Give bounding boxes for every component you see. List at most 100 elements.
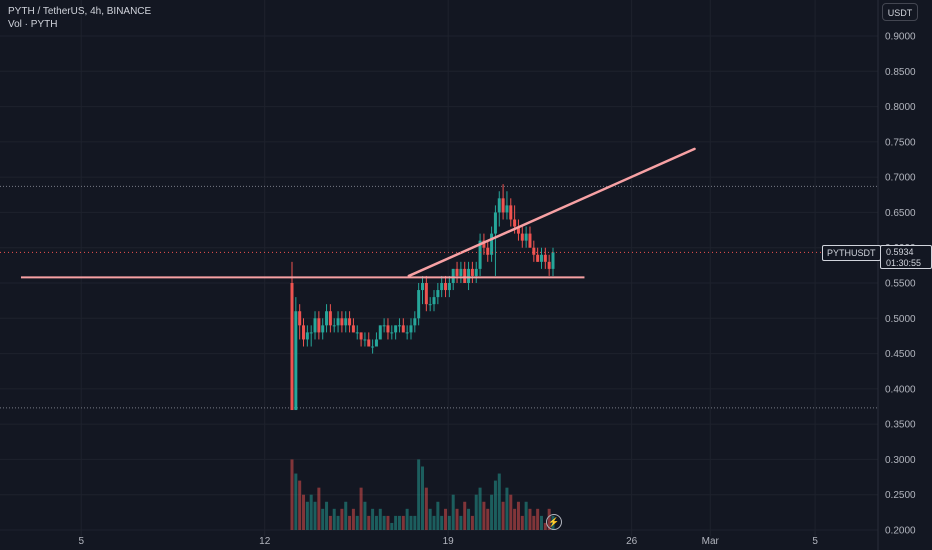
candle-body bbox=[294, 311, 298, 411]
volume-bar bbox=[539, 515, 543, 530]
candle-body bbox=[459, 268, 463, 276]
volume-bar bbox=[509, 494, 513, 530]
volume-bar bbox=[482, 501, 486, 530]
volume-bar bbox=[313, 501, 317, 530]
price-tick-label: 0.4500 bbox=[885, 349, 916, 360]
volume-bar bbox=[432, 515, 436, 530]
candle-body bbox=[539, 254, 543, 262]
volume-bar bbox=[405, 508, 409, 530]
volume-bar bbox=[493, 480, 497, 530]
candle-body bbox=[397, 325, 401, 327]
volume-bar bbox=[309, 494, 313, 530]
candle-body bbox=[298, 311, 302, 326]
candle-body bbox=[317, 318, 321, 333]
candle-body bbox=[332, 325, 336, 327]
volume-bar bbox=[382, 515, 386, 530]
volume-bar bbox=[424, 487, 428, 530]
lightning-icon[interactable]: ⚡ bbox=[546, 514, 562, 530]
price-tick-label: 0.4000 bbox=[885, 384, 916, 395]
bar-countdown: 01:30:55 bbox=[886, 258, 922, 268]
candle-body bbox=[505, 205, 509, 213]
candle-body bbox=[309, 332, 313, 334]
time-tick-label: 12 bbox=[259, 536, 271, 547]
candle-body bbox=[551, 252, 555, 269]
candle-body bbox=[455, 268, 459, 276]
candle-body bbox=[470, 268, 474, 276]
volume-bar bbox=[305, 501, 309, 530]
time-tick-label: 19 bbox=[443, 536, 455, 547]
volume-bar bbox=[325, 501, 329, 530]
candle-body bbox=[371, 346, 375, 348]
candle-body bbox=[428, 304, 432, 306]
candle-body bbox=[363, 339, 367, 341]
candle-body bbox=[405, 332, 409, 334]
candle-body bbox=[378, 325, 382, 340]
time-tick-label: 5 bbox=[78, 536, 84, 547]
price-axis[interactable]: 0.90000.85000.80000.75000.70000.65000.60… bbox=[877, 0, 916, 550]
last-price-box: 0.5934 01:30:55 bbox=[880, 245, 932, 269]
volume-bar bbox=[455, 508, 459, 530]
price-tick-label: 0.6500 bbox=[885, 208, 916, 219]
candle-body bbox=[313, 318, 317, 333]
volume-bar bbox=[367, 515, 371, 530]
candle-body bbox=[325, 311, 329, 326]
volume-legend[interactable]: Vol · PYTH bbox=[8, 19, 58, 30]
price-tick-label: 0.3500 bbox=[885, 420, 916, 431]
drawings[interactable] bbox=[20, 147, 696, 279]
candle-body bbox=[382, 325, 386, 327]
volume-bar bbox=[524, 501, 528, 530]
volume-bar bbox=[294, 473, 298, 530]
candle-body bbox=[344, 318, 348, 326]
candle-body bbox=[532, 247, 536, 255]
candle-body bbox=[394, 325, 398, 333]
volume-bar bbox=[401, 515, 405, 530]
volume-bar bbox=[470, 515, 474, 530]
time-axis[interactable]: 5 12 19 26 Mar 5 bbox=[78, 536, 818, 547]
volume-bar bbox=[520, 515, 524, 530]
chart-legend: PYTH / TetherUS, 4h, BINANCE Vol · PYTH bbox=[8, 5, 151, 31]
volume-bar bbox=[340, 508, 344, 530]
candle-body bbox=[543, 254, 547, 262]
candle-body bbox=[509, 205, 513, 220]
volume-bar bbox=[451, 494, 455, 530]
candle-body bbox=[547, 261, 551, 269]
volume-bar bbox=[328, 515, 332, 530]
currency-button[interactable]: USDT bbox=[882, 3, 918, 21]
symbol-title[interactable]: PYTH / TetherUS, 4h, BINANCE bbox=[8, 6, 152, 17]
volume-bar bbox=[436, 501, 440, 530]
price-tick-label: 0.3000 bbox=[885, 455, 916, 466]
price-tick-label: 0.2500 bbox=[885, 490, 916, 501]
symbol-price-label: PYTHUSDT bbox=[822, 245, 881, 261]
volume-bar bbox=[409, 515, 413, 530]
candle-body bbox=[528, 233, 532, 248]
volume-bar bbox=[486, 508, 490, 530]
candle-body bbox=[340, 318, 344, 326]
candle-body bbox=[432, 297, 436, 305]
volume-bar bbox=[459, 515, 463, 530]
candle-body bbox=[409, 325, 413, 333]
volume-bar bbox=[298, 480, 302, 530]
candle-body bbox=[444, 283, 448, 291]
time-tick-label: Mar bbox=[702, 536, 720, 547]
trend-line bbox=[407, 147, 696, 278]
time-tick-label: 5 bbox=[812, 536, 818, 547]
volume-bar bbox=[516, 501, 520, 530]
volume-bar bbox=[543, 522, 547, 530]
volume-bar bbox=[390, 522, 394, 530]
candle-body bbox=[536, 254, 540, 262]
volume-bar bbox=[536, 508, 540, 530]
volume-bar bbox=[474, 494, 478, 530]
candle-body bbox=[516, 226, 520, 234]
price-tick-label: 0.2000 bbox=[885, 526, 916, 537]
volume-bar bbox=[355, 515, 359, 530]
volume-bar bbox=[421, 466, 424, 530]
volume-bar bbox=[386, 515, 390, 530]
candle-body bbox=[474, 268, 478, 276]
volume-bar bbox=[317, 487, 321, 530]
volume-bar bbox=[417, 459, 421, 530]
candle-body bbox=[290, 283, 294, 411]
candle-body bbox=[417, 290, 421, 319]
volume-bar bbox=[344, 501, 348, 530]
candle-body bbox=[478, 240, 482, 269]
